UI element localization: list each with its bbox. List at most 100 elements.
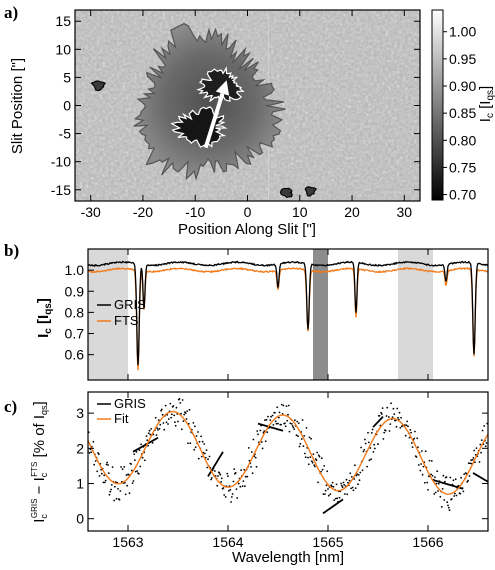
gris-point	[230, 501, 233, 503]
gris-point	[395, 425, 398, 428]
y-tick-label: 0	[63, 98, 71, 114]
gris-point	[186, 410, 189, 412]
gris-point	[305, 427, 308, 429]
arrow-head-icon	[215, 80, 230, 96]
gris-point	[90, 451, 92, 454]
colorbar-tick-label: 0.80	[449, 132, 476, 148]
gris-point	[159, 423, 162, 426]
gris-point	[329, 493, 332, 495]
gris-point	[107, 472, 110, 474]
gris-point	[485, 442, 488, 444]
y-tick-label: 0	[76, 511, 84, 527]
gris-point	[387, 416, 390, 418]
gris-point	[278, 411, 281, 414]
gris-point	[479, 443, 482, 446]
gris-point	[462, 490, 465, 493]
x-tick-label: -10	[185, 204, 205, 220]
gris-point	[371, 428, 374, 431]
gris-point	[104, 481, 106, 484]
gris-point	[298, 445, 301, 448]
gris-point	[468, 475, 471, 477]
gris-point	[380, 413, 383, 415]
gris-point	[440, 506, 443, 508]
gris-residual-segments	[132, 416, 488, 515]
series-fts	[87, 266, 489, 371]
gris-point	[97, 453, 100, 456]
panel-c-ylabel: IcGRIS − IcFTS [% of Iqs]	[30, 401, 49, 522]
gris-point	[243, 469, 246, 471]
gris-point	[88, 452, 91, 454]
series-fit	[88, 410, 488, 495]
gris-point	[320, 457, 323, 460]
y-tick-label: 2	[76, 440, 84, 456]
gris-segment	[432, 479, 464, 490]
gris-point	[326, 470, 329, 473]
gris-point	[205, 449, 208, 451]
gris-point	[447, 506, 450, 509]
gris-point	[183, 413, 186, 416]
gris-point	[364, 438, 366, 441]
gris-point	[478, 461, 481, 463]
gris-point	[197, 431, 199, 433]
panel-c-ticks: 1563 1564 1565 1566 0 1 2 3	[76, 392, 488, 550]
gris-point	[430, 460, 433, 462]
gris-residual-points	[88, 398, 488, 512]
gris-point	[274, 420, 277, 423]
pore-contour	[304, 186, 318, 197]
gris-point	[327, 488, 329, 490]
legend-fit-label: Fit	[114, 411, 129, 426]
gris-point	[254, 456, 257, 459]
gris-point	[446, 501, 449, 504]
gris-point	[237, 482, 240, 485]
gris-point	[321, 468, 324, 471]
gris-point	[184, 412, 187, 414]
gris-point	[172, 405, 175, 407]
gris-point	[469, 462, 472, 465]
gris-point	[411, 446, 414, 448]
gris-point	[222, 487, 225, 489]
gris-point	[269, 419, 272, 421]
gris-point	[231, 493, 234, 495]
gris-point	[427, 475, 430, 478]
gris-point	[360, 446, 362, 449]
gris-point	[227, 489, 230, 492]
gris-point	[256, 430, 259, 432]
gris-point	[109, 490, 112, 493]
gris-point	[344, 493, 346, 495]
gris-point	[373, 443, 376, 446]
gris-point	[272, 424, 275, 426]
gris-point	[303, 435, 306, 437]
gris-point	[94, 460, 97, 462]
gris-point	[367, 441, 370, 444]
panel-c-frame	[87, 391, 489, 532]
gris-point	[131, 482, 134, 484]
gris-point	[374, 447, 376, 450]
gris-point	[138, 449, 141, 451]
gris-point	[386, 406, 389, 409]
gris-point	[181, 399, 184, 401]
gris-point	[246, 475, 249, 478]
gris-point	[174, 421, 176, 424]
gris-point	[370, 458, 372, 461]
gris-point	[383, 431, 386, 434]
gris-point	[250, 451, 253, 453]
gris-point	[124, 493, 127, 496]
gris-point	[96, 470, 99, 473]
gris-point	[467, 479, 469, 482]
y-tick-label: 0.8	[65, 304, 85, 320]
gris-point	[98, 475, 101, 477]
gris-point	[389, 423, 392, 425]
gris-point	[100, 472, 103, 475]
colorbar-label: Ic [Iqs]	[477, 86, 495, 122]
gris-point	[312, 453, 315, 455]
gris-point	[370, 432, 373, 434]
gris-point	[431, 474, 434, 477]
gris-point	[357, 483, 359, 486]
gris-point	[282, 404, 285, 407]
gris-point	[170, 416, 173, 419]
gris-point	[421, 473, 424, 476]
shaded-regions	[88, 249, 433, 380]
gris-point	[287, 404, 290, 407]
gris-point	[381, 407, 384, 409]
colorbar-tick-label: 0.85	[449, 105, 476, 121]
